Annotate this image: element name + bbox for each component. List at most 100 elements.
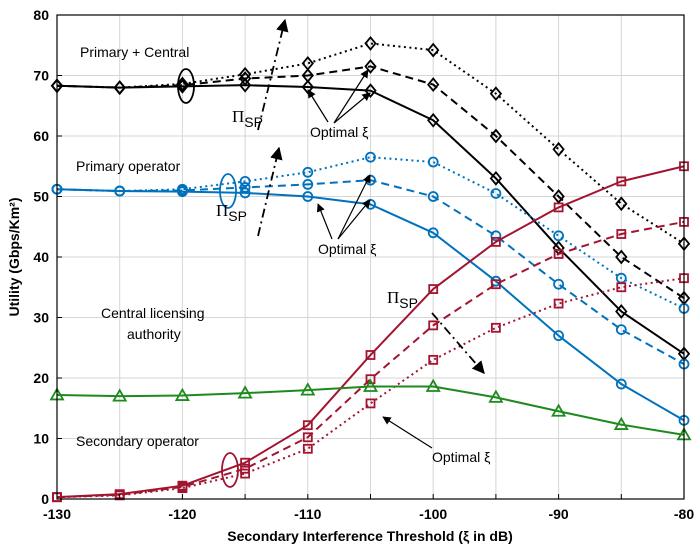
ticks: -130 -120 -110 -100 -90 -80 0 10 20 30 40 50 60 70 80 <box>33 7 694 522</box>
optimal-xi-arrow-2a <box>337 174 371 240</box>
data-point-diamond <box>427 77 440 92</box>
series-line <box>56 156 685 310</box>
data-point-circle <box>302 178 314 190</box>
pi-sp-arrow-middle <box>257 146 283 237</box>
data-point-square <box>553 202 564 213</box>
x-tick-label: -110 <box>294 506 321 522</box>
y-tick-label: 0 <box>41 491 49 507</box>
label-central-line1: Central licensing <box>101 305 205 321</box>
data-point-triangle <box>362 378 379 392</box>
y-tick-label: 10 <box>33 431 49 447</box>
data-point-circle <box>427 191 439 202</box>
data-point-circle <box>490 188 502 199</box>
data-point-triangle <box>112 388 128 402</box>
data-point-triangle <box>488 389 504 403</box>
data-point-circle <box>365 151 376 163</box>
data-point-square <box>616 229 627 239</box>
data-point-circle <box>553 278 564 290</box>
data-point-square <box>365 398 376 409</box>
data-point-diamond <box>364 59 377 74</box>
data-point-circle <box>490 230 502 242</box>
x-tick-label: -100 <box>419 506 447 522</box>
data-point-circle <box>176 183 188 195</box>
series-line <box>56 42 685 245</box>
data-point-triangle <box>300 382 316 396</box>
data-point-square <box>553 249 564 259</box>
series-line <box>56 220 685 499</box>
data-point-square <box>240 468 251 479</box>
optimal-xi-arrow-1c <box>307 89 329 123</box>
data-point-square <box>553 298 564 309</box>
data-point-square <box>428 354 439 365</box>
data-point-diamond <box>489 86 503 102</box>
y-axis-label: Utility (Gbps/Km²) <box>6 198 22 317</box>
data-point-diamond <box>489 170 503 186</box>
data-point-diamond <box>615 249 628 265</box>
data-point-diamond <box>489 128 503 144</box>
ellipse-secondary <box>221 452 239 488</box>
data-point-square <box>302 432 313 443</box>
data-point-diamond <box>238 77 252 93</box>
y-tick-label: 20 <box>33 370 49 386</box>
y-tick-label: 70 <box>33 68 49 84</box>
data-point-square <box>428 284 439 294</box>
optimal-xi-arrow-1b <box>333 92 371 124</box>
label-primary-operator: Primary operator <box>76 158 181 174</box>
data-point-diamond <box>552 141 565 157</box>
data-point-square <box>365 374 376 385</box>
pi-sp-label-middle: ΠSP <box>216 201 247 224</box>
data-point-diamond <box>301 68 314 83</box>
optimal-xi-label-2: Optimal ξ <box>318 241 376 257</box>
y-tick-label: 50 <box>33 189 49 205</box>
data-point-diamond <box>238 66 252 82</box>
label-primary-central: Primary + Central <box>80 44 189 60</box>
label-secondary-operator: Secondary operator <box>76 433 199 449</box>
series-line <box>56 277 685 499</box>
y-tick-label: 60 <box>33 128 49 144</box>
data-point-square <box>240 457 251 468</box>
label-central-line2: authority <box>127 326 181 342</box>
data-point-triangle <box>237 385 253 399</box>
data-point-square <box>490 236 501 247</box>
series-line <box>56 165 685 499</box>
pi-sp-arrow-bottom <box>431 312 485 374</box>
data-point-square <box>490 322 501 333</box>
data-point-circle <box>427 156 439 168</box>
optimal-xi-label-1: Optimal ξ <box>310 124 368 140</box>
pi-sp-label-top: ΠSP <box>232 107 263 130</box>
data-point-square <box>428 320 439 331</box>
data-point-circle <box>553 230 564 242</box>
data-point-triangle <box>613 416 629 430</box>
optimal-xi-arrow-2c <box>316 203 333 240</box>
y-tick-label: 80 <box>33 7 49 23</box>
data-point-square <box>177 483 188 494</box>
pi-sp-label-bottom: ΠSP <box>387 288 418 311</box>
data-point-diamond <box>301 55 314 71</box>
data-point-circle <box>615 324 627 336</box>
data-point-square <box>302 420 313 431</box>
data-point-square <box>616 282 627 293</box>
data-point-diamond <box>615 304 628 319</box>
data-point-diamond <box>113 80 126 96</box>
data-point-square <box>365 350 376 360</box>
data-point-triangle <box>551 403 567 417</box>
x-tick-label: -90 <box>548 506 568 522</box>
data-point-circle <box>427 227 439 239</box>
ellipse-primary-central <box>177 68 195 104</box>
data-point-square <box>616 176 627 187</box>
ellipse-primary <box>219 173 237 209</box>
data-point-circle <box>114 185 126 197</box>
y-tick-label: 40 <box>33 249 49 265</box>
series-line <box>56 385 685 436</box>
optimal-xi-arrow-3 <box>382 416 433 449</box>
data-point-circle <box>302 166 314 178</box>
optimal-xi-arrow-1a <box>333 69 369 124</box>
data-point-circle <box>302 191 314 202</box>
series-primary-dotted <box>51 151 690 314</box>
series-central-solid <box>49 378 692 441</box>
x-tick-label: -80 <box>674 506 694 522</box>
x-tick-label: -120 <box>168 506 196 522</box>
optimal-xi-arrow-2b <box>337 199 371 240</box>
data-point-diamond <box>364 36 377 51</box>
